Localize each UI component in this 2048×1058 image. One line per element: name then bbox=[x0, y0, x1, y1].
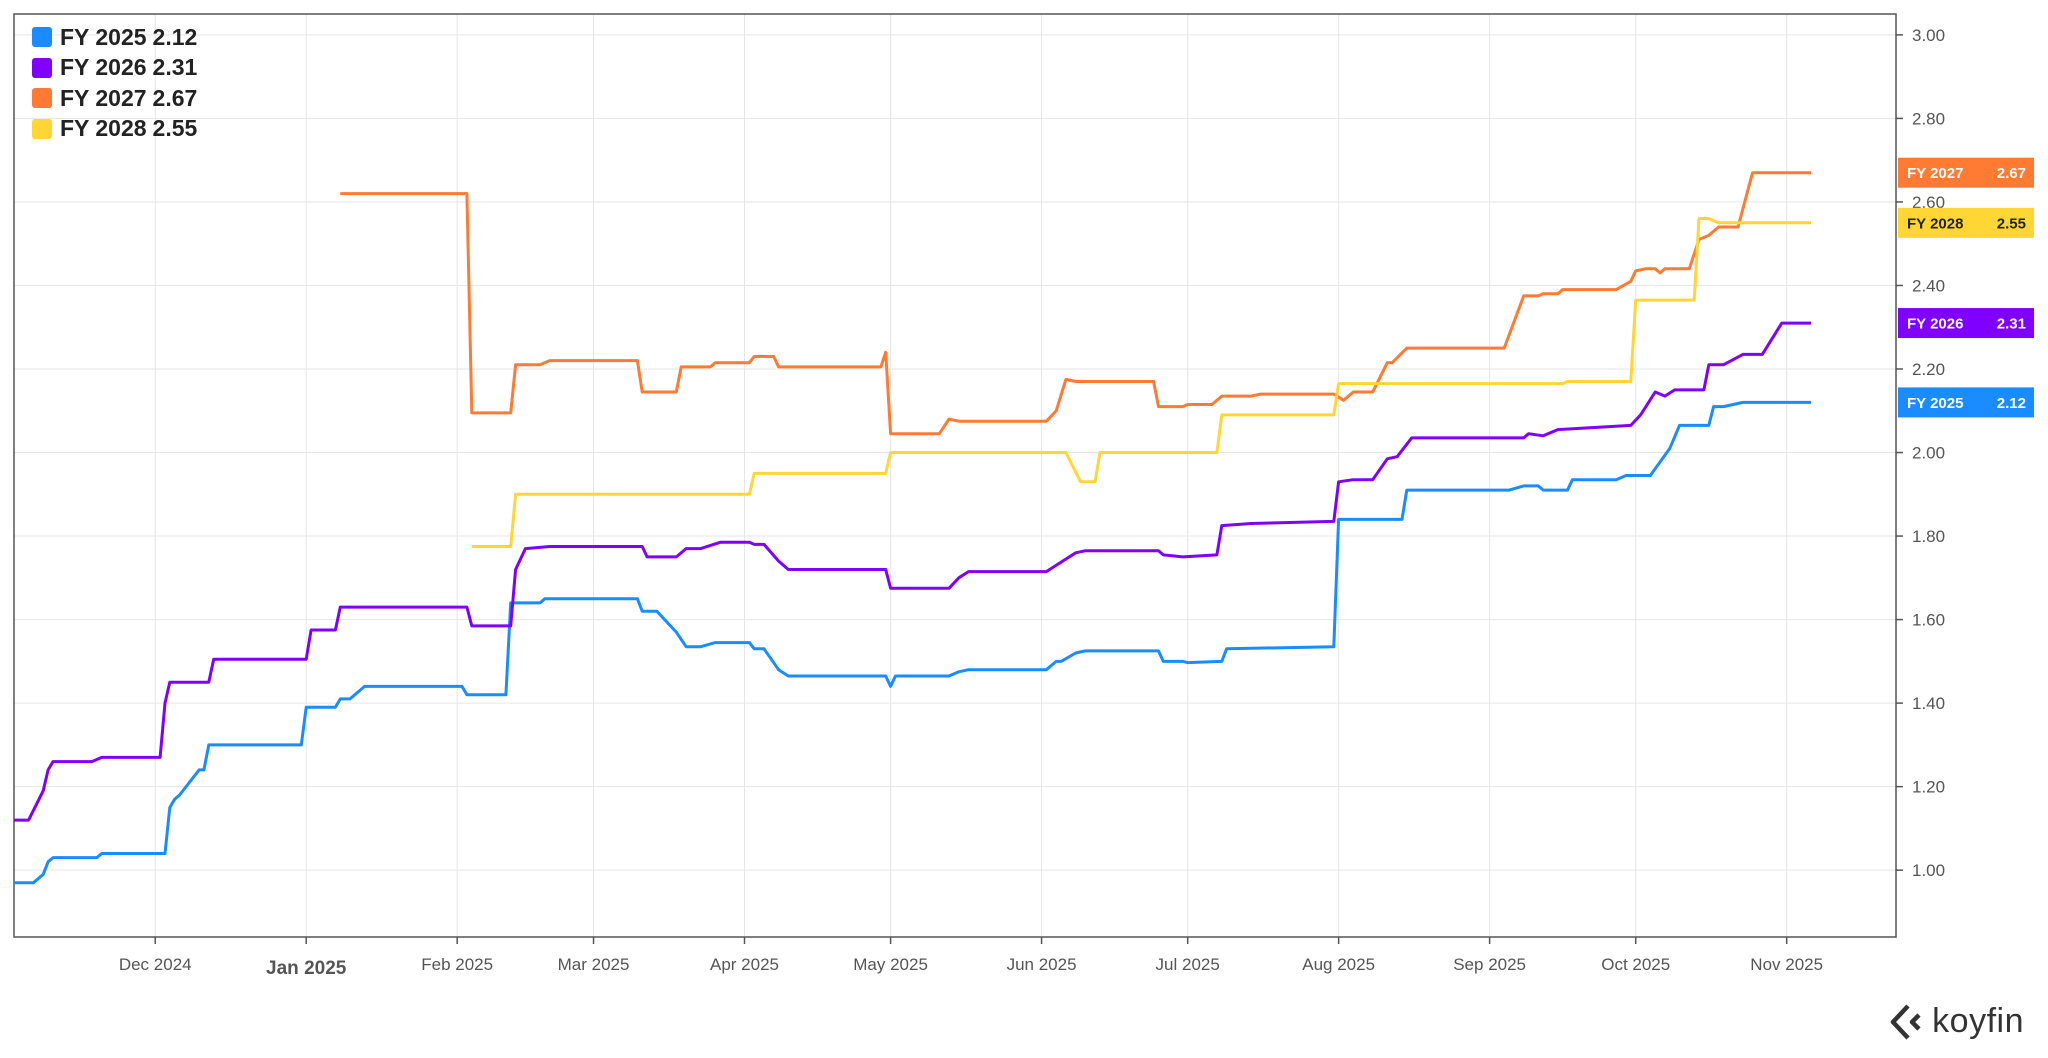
y-tick-label: 2.80 bbox=[1912, 109, 1945, 128]
plot-frame bbox=[13, 13, 1897, 938]
y-tick-label: 1.20 bbox=[1912, 778, 1945, 797]
legend-item-fy2026[interactable]: FY 2026 2.31 bbox=[32, 53, 197, 84]
series-line-fy-2027[interactable] bbox=[340, 171, 1811, 436]
badge-series-name: FY 2026 bbox=[1907, 316, 1963, 333]
last-value-badge-fy-2027: FY 2027 2.67 bbox=[1898, 157, 2034, 188]
y-axis: 1.00 1.20 1.40 1.60 1.80 2.00 2.20 2.40 2.60 2.80… bbox=[1896, 26, 1945, 880]
y-tick-label: 2.20 bbox=[1912, 360, 1945, 379]
legend-value: 2.67 bbox=[152, 84, 198, 111]
x-tick-label: Feb 2025 bbox=[421, 955, 493, 974]
x-tick-label: Oct 2025 bbox=[1601, 955, 1670, 974]
badge-series-name: FY 2028 bbox=[1907, 215, 1963, 232]
legend-item-fy2025[interactable]: FY 2025 2.12 bbox=[32, 22, 197, 53]
x-tick-label: Mar 2025 bbox=[558, 955, 630, 974]
legend-value: 2.55 bbox=[152, 115, 198, 142]
badge-background bbox=[1898, 387, 2034, 418]
y-tick-label: 1.80 bbox=[1912, 527, 1945, 546]
last-value-badges: FY 2025 2.12 FY 2026 2.31 FY 2027 2.67 FY 2028… bbox=[1898, 157, 2034, 418]
series-lines bbox=[14, 171, 1811, 885]
badge-series-name: FY 2027 bbox=[1907, 165, 1963, 182]
badge-background bbox=[1898, 157, 2034, 188]
last-value-badge-fy-2026: FY 2026 2.31 bbox=[1898, 308, 2034, 339]
legend-label: FY 2025 bbox=[60, 23, 147, 50]
y-tick-label: 1.00 bbox=[1912, 861, 1945, 880]
badge-background bbox=[1898, 207, 2034, 238]
legend-label: FY 2026 bbox=[60, 54, 147, 81]
x-tick-label: Nov 2025 bbox=[1750, 955, 1823, 974]
y-tick-label: 2.60 bbox=[1912, 193, 1945, 212]
legend: FY 2025 2.12 FY 2026 2.31 FY 2027 2.67 FY 2… bbox=[32, 22, 197, 144]
legend-label: FY 2027 bbox=[60, 84, 147, 111]
legend-swatch bbox=[32, 27, 52, 48]
x-tick-label: May 2025 bbox=[853, 955, 928, 974]
x-tick-label: Aug 2025 bbox=[1302, 955, 1375, 974]
koyfin-logo-icon bbox=[1890, 1003, 1921, 1040]
last-value-badge-fy-2025: FY 2025 2.12 bbox=[1898, 387, 2034, 418]
x-tick-label: Jan 2025 bbox=[266, 958, 347, 979]
series-line-fy-2025[interactable] bbox=[14, 400, 1811, 885]
legend-item-fy2027[interactable]: FY 2027 2.67 bbox=[32, 83, 197, 114]
x-tick-label: Apr 2025 bbox=[710, 955, 779, 974]
legend-swatch bbox=[32, 88, 52, 109]
y-tick-label: 2.40 bbox=[1912, 276, 1945, 295]
legend-swatch bbox=[32, 118, 52, 139]
legend-label: FY 2028 bbox=[60, 115, 147, 142]
series-line-fy-2028[interactable] bbox=[471, 217, 1811, 548]
legend-swatch bbox=[32, 57, 52, 78]
badge-value: 2.55 bbox=[1997, 215, 2026, 232]
x-axis: Dec 2024 Jan 2025 Feb 2025 Mar 2025 Apr 2025… bbox=[119, 937, 1823, 979]
series-line-fy-2026[interactable] bbox=[14, 321, 1811, 822]
koyfin-logo[interactable]: koyfin bbox=[1888, 1002, 2024, 1041]
y-tick-label: 1.40 bbox=[1912, 694, 1945, 713]
x-tick-label: Dec 2024 bbox=[119, 955, 192, 974]
badge-value: 2.31 bbox=[1997, 316, 2026, 333]
badge-value: 2.67 bbox=[1997, 165, 2026, 182]
brand-name: koyfin bbox=[1932, 1002, 2024, 1040]
legend-value: 2.12 bbox=[152, 23, 198, 50]
y-tick-label: 3.00 bbox=[1912, 26, 1945, 45]
x-tick-label: Jun 2025 bbox=[1007, 955, 1077, 974]
x-tick-label: Jul 2025 bbox=[1156, 955, 1220, 974]
legend-item-fy2028[interactable]: FY 2028 2.55 bbox=[32, 114, 197, 145]
y-tick-label: 1.60 bbox=[1912, 611, 1945, 630]
x-tick-label: Sep 2025 bbox=[1453, 955, 1526, 974]
y-tick-label: 2.00 bbox=[1912, 444, 1945, 463]
badge-series-name: FY 2025 bbox=[1907, 395, 1963, 412]
legend-value: 2.31 bbox=[152, 54, 198, 81]
badge-value: 2.12 bbox=[1997, 395, 2026, 412]
last-value-badge-fy-2028: FY 2028 2.55 bbox=[1898, 207, 2034, 238]
gridlines bbox=[14, 14, 1896, 937]
badge-background bbox=[1898, 308, 2034, 339]
